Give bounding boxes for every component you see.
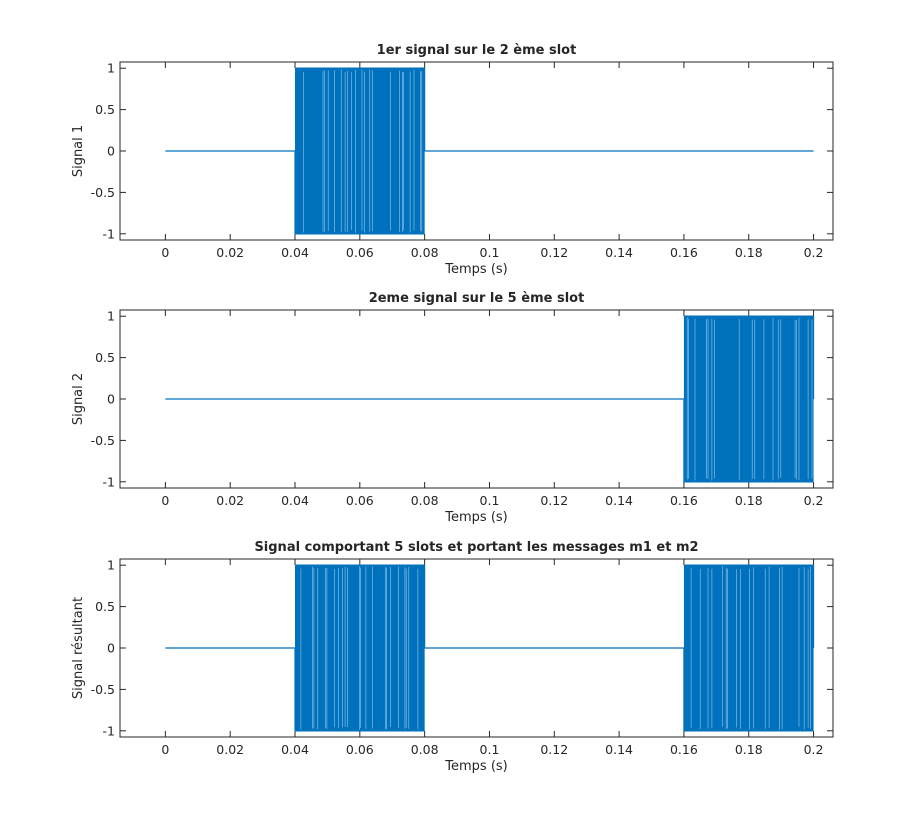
- signal-burst-texture: [303, 69, 423, 233]
- y-tick-label: 0: [107, 392, 115, 407]
- x-tick-label: 0.18: [735, 742, 763, 757]
- y-tick-label: -0.5: [91, 682, 115, 697]
- chart-2: 0 0.02 0.04 0.06 0.08 0.1 0.12 0.14 0.16 0.18 0.2 1…: [71, 291, 834, 525]
- signal-burst: [295, 68, 425, 234]
- x-tick-label: 0: [161, 493, 169, 508]
- signal-burst-texture: [686, 317, 813, 481]
- x-tick-label: 0.2: [804, 742, 824, 757]
- y-tick-label: -0.5: [91, 185, 115, 200]
- x-tick-label: 0.04: [281, 742, 309, 757]
- x-tick-label: 0.1: [480, 245, 500, 260]
- x-tick-label: 0.08: [411, 245, 439, 260]
- y-tick-label: 1: [107, 558, 115, 573]
- x-tick-label: 0.06: [346, 245, 374, 260]
- x-tick-label: 0.08: [411, 493, 439, 508]
- x-tick-label: 0.1: [480, 493, 500, 508]
- x-tick-label: 0.06: [346, 742, 374, 757]
- y-axis-label: Signal 2: [71, 373, 86, 425]
- y-tick-label: 0: [107, 641, 115, 656]
- signal-series: [165, 315, 815, 483]
- x-tick-label: 0.02: [216, 742, 244, 757]
- x-tick-label: 0.12: [540, 245, 568, 260]
- y-tick-label: -0.5: [91, 433, 115, 448]
- y-tick-label: 0.5: [95, 599, 115, 614]
- y-tick-label: 1: [107, 309, 115, 324]
- x-tick-label: 0.04: [281, 493, 309, 508]
- y-tick-label: 0: [107, 144, 115, 159]
- chart-3: 0 0.02 0.04 0.06 0.08 0.1 0.12 0.14 0.16 0.18 0.2 1…: [71, 540, 834, 774]
- signal-series: [165, 564, 815, 732]
- x-tick-label: 0.06: [346, 493, 374, 508]
- signal-burst: [683, 565, 814, 731]
- x-axis-label: Temps (s): [444, 510, 507, 525]
- signal-burst: [295, 565, 425, 731]
- x-axis-label: Temps (s): [444, 262, 507, 277]
- x-tick-label: 0.12: [540, 493, 568, 508]
- y-tick-label: 1: [107, 61, 115, 76]
- x-tick-label: 0.14: [605, 742, 633, 757]
- x-tick-label: 0.16: [670, 742, 698, 757]
- x-tick-label: 0.12: [540, 742, 568, 757]
- chart-1: 0 0.02 0.04 0.06 0.08 0.1 0.12 0.14 0.16 0.18 0.2 1…: [71, 43, 834, 277]
- x-tick-label: 0.08: [411, 742, 439, 757]
- x-tick-label: 0.2: [804, 245, 824, 260]
- x-tick-label: 0.04: [281, 245, 309, 260]
- x-tick-label: 0.14: [605, 245, 633, 260]
- chart-title: 1er signal sur le 2 ème slot: [377, 43, 577, 58]
- x-tick-label: 0.18: [735, 245, 763, 260]
- signal-burst-texture: [300, 566, 419, 730]
- x-tick-label: 0.18: [735, 493, 763, 508]
- y-tick-label: -1: [103, 226, 115, 241]
- x-tick-label: 0.02: [216, 245, 244, 260]
- y-tick-label: 0.5: [95, 350, 115, 365]
- chart-title: Signal comportant 5 slots et portant les…: [254, 540, 698, 555]
- y-axis-label: Signal résultant: [71, 597, 86, 699]
- y-axis-label: Signal 1: [71, 125, 86, 177]
- x-tick-label: 0.1: [480, 742, 500, 757]
- signal-burst-texture: [690, 566, 811, 730]
- x-tick-label: 0.16: [670, 493, 698, 508]
- x-tick-label: 0: [161, 245, 169, 260]
- x-tick-label: 0.2: [804, 493, 824, 508]
- signal-burst: [683, 316, 814, 482]
- x-axis-label: Temps (s): [444, 759, 507, 774]
- x-tick-label: 0: [161, 742, 169, 757]
- chart-title: 2eme signal sur le 5 ème slot: [369, 291, 585, 306]
- y-tick-label: -1: [103, 474, 115, 489]
- y-tick-label: 0.5: [95, 102, 115, 117]
- signal-series: [165, 67, 814, 235]
- x-tick-label: 0.02: [216, 493, 244, 508]
- y-tick-label: -1: [103, 723, 115, 738]
- x-tick-label: 0.14: [605, 493, 633, 508]
- x-tick-label: 0.16: [670, 245, 698, 260]
